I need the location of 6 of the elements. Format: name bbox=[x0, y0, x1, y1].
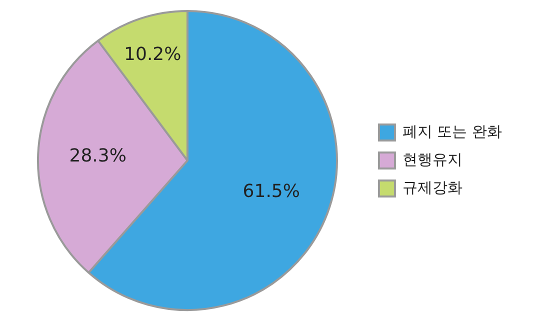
legend-label: 현행유지 bbox=[402, 150, 462, 168]
data-label: 61.5% bbox=[242, 180, 300, 202]
legend-label: 규제강화 bbox=[402, 178, 462, 196]
legend-label: 폐지 또는 완화 bbox=[402, 122, 502, 140]
data-label: 28.3% bbox=[69, 146, 126, 167]
data-label: 10.2% bbox=[124, 44, 182, 66]
